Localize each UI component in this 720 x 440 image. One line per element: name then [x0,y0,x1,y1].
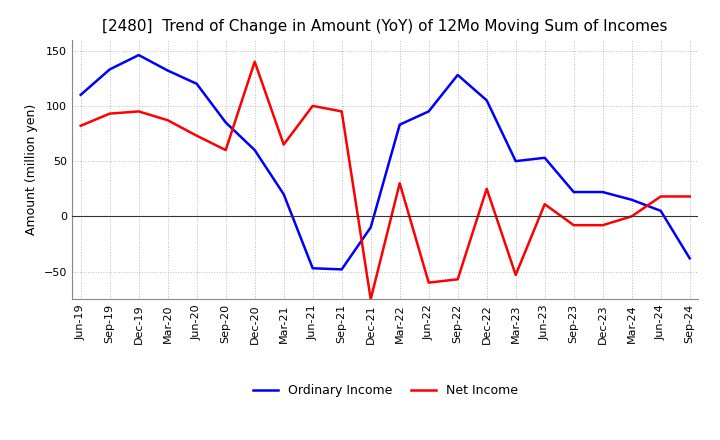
Ordinary Income [482,98,491,103]
Ordinary Income [338,267,346,272]
Net Income [338,109,346,114]
Ordinary Income [685,256,694,261]
Net Income [135,109,143,114]
Net Income [657,194,665,199]
Ordinary Income [657,208,665,213]
Ordinary Income [221,120,230,125]
Ordinary Income [279,191,288,197]
Net Income [541,202,549,207]
Net Income [251,59,259,64]
Line: Ordinary Income: Ordinary Income [81,55,690,269]
Net Income [279,142,288,147]
Ordinary Income [135,52,143,58]
Net Income [366,297,375,302]
Net Income [192,133,201,138]
Ordinary Income [163,68,172,73]
Ordinary Income [395,122,404,127]
Ordinary Income [541,155,549,161]
Net Income [685,194,694,199]
Ordinary Income [366,225,375,230]
Net Income [627,214,636,219]
Net Income [105,111,114,116]
Y-axis label: Amount (million yen): Amount (million yen) [25,104,38,235]
Net Income [511,272,520,278]
Ordinary Income [424,109,433,114]
Ordinary Income [105,67,114,72]
Net Income [221,147,230,153]
Title: [2480]  Trend of Change in Amount (YoY) of 12Mo Moving Sum of Incomes: [2480] Trend of Change in Amount (YoY) o… [102,19,668,34]
Net Income [570,223,578,228]
Ordinary Income [598,189,607,194]
Line: Net Income: Net Income [81,62,690,299]
Net Income [482,186,491,191]
Net Income [76,123,85,128]
Net Income [454,277,462,282]
Ordinary Income [251,147,259,153]
Legend: Ordinary Income, Net Income: Ordinary Income, Net Income [248,379,523,402]
Ordinary Income [76,92,85,98]
Ordinary Income [308,266,317,271]
Net Income [163,117,172,123]
Ordinary Income [570,189,578,194]
Net Income [308,103,317,109]
Ordinary Income [192,81,201,86]
Ordinary Income [454,72,462,77]
Ordinary Income [627,197,636,202]
Net Income [598,223,607,228]
Ordinary Income [511,158,520,164]
Net Income [395,180,404,186]
Net Income [424,280,433,285]
